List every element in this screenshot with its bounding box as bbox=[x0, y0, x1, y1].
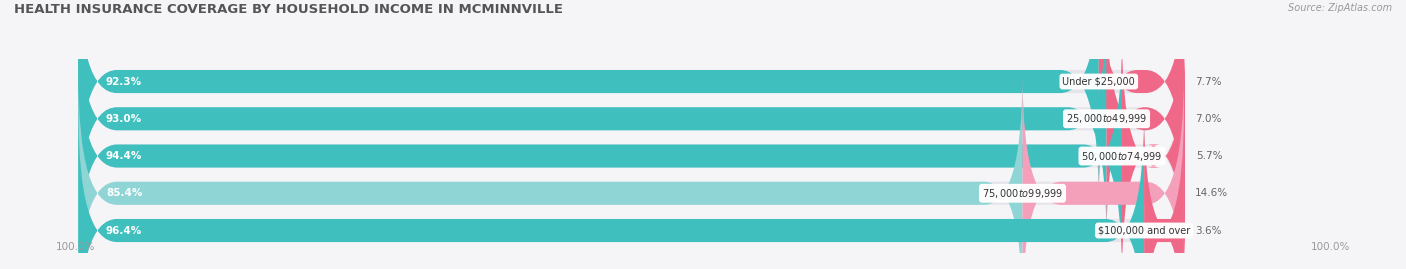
Text: 100.0%: 100.0% bbox=[1310, 242, 1350, 252]
FancyBboxPatch shape bbox=[79, 0, 1184, 238]
FancyBboxPatch shape bbox=[79, 75, 1022, 269]
FancyBboxPatch shape bbox=[79, 75, 1184, 269]
Text: 96.4%: 96.4% bbox=[105, 225, 142, 236]
FancyBboxPatch shape bbox=[79, 112, 1184, 269]
Text: HEALTH INSURANCE COVERAGE BY HOUSEHOLD INCOME IN MCMINNVILLE: HEALTH INSURANCE COVERAGE BY HOUSEHOLD I… bbox=[14, 3, 562, 16]
FancyBboxPatch shape bbox=[79, 37, 1122, 269]
FancyBboxPatch shape bbox=[1144, 112, 1184, 269]
Text: $100,000 and over: $100,000 and over bbox=[1098, 225, 1191, 236]
FancyBboxPatch shape bbox=[1022, 75, 1184, 269]
Text: Source: ZipAtlas.com: Source: ZipAtlas.com bbox=[1288, 3, 1392, 13]
FancyBboxPatch shape bbox=[79, 112, 1144, 269]
Text: 100.0%: 100.0% bbox=[56, 242, 96, 252]
FancyBboxPatch shape bbox=[1099, 0, 1184, 200]
FancyBboxPatch shape bbox=[1122, 37, 1185, 269]
Text: 7.0%: 7.0% bbox=[1195, 114, 1222, 124]
Text: 94.4%: 94.4% bbox=[105, 151, 142, 161]
Text: $75,000 to $99,999: $75,000 to $99,999 bbox=[981, 187, 1063, 200]
FancyBboxPatch shape bbox=[1107, 0, 1184, 238]
Text: 14.6%: 14.6% bbox=[1195, 188, 1227, 198]
Text: 92.3%: 92.3% bbox=[105, 76, 142, 87]
Text: 7.7%: 7.7% bbox=[1195, 76, 1222, 87]
Text: 3.6%: 3.6% bbox=[1195, 225, 1222, 236]
Text: $50,000 to $74,999: $50,000 to $74,999 bbox=[1081, 150, 1163, 162]
Text: 85.4%: 85.4% bbox=[105, 188, 142, 198]
FancyBboxPatch shape bbox=[79, 0, 1099, 200]
FancyBboxPatch shape bbox=[79, 0, 1184, 200]
Text: Under $25,000: Under $25,000 bbox=[1063, 76, 1135, 87]
FancyBboxPatch shape bbox=[79, 37, 1184, 269]
Text: 93.0%: 93.0% bbox=[105, 114, 142, 124]
Text: $25,000 to $49,999: $25,000 to $49,999 bbox=[1066, 112, 1147, 125]
FancyBboxPatch shape bbox=[79, 0, 1107, 238]
Text: 5.7%: 5.7% bbox=[1197, 151, 1223, 161]
